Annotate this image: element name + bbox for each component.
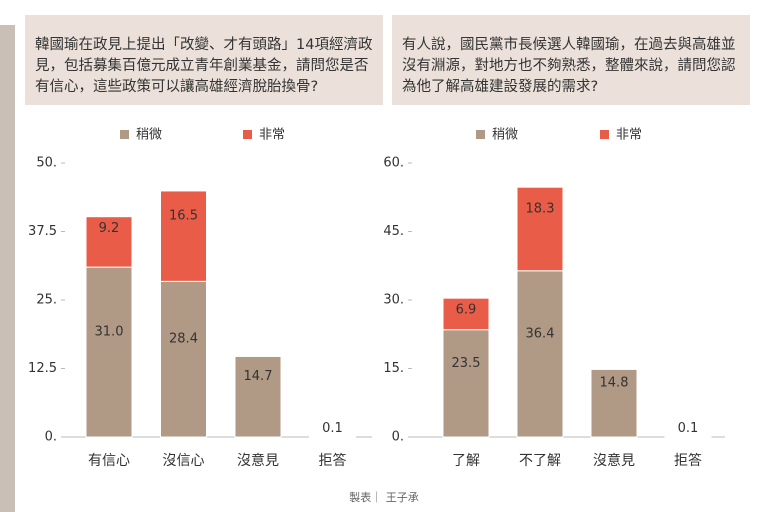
bar-segment — [442, 297, 490, 331]
data-label: 16.5 — [169, 209, 198, 224]
bar-segment — [309, 435, 356, 438]
bar-segment — [516, 270, 564, 438]
x-tick-label: 拒答 — [319, 452, 347, 469]
legend-swatch — [120, 130, 129, 139]
bar-segment — [85, 266, 133, 438]
data-label: 9.2 — [99, 221, 120, 236]
x-tick-label: 有信心 — [88, 453, 130, 469]
data-label: 6.9 — [456, 303, 477, 318]
x-tick-label: 沒意見 — [237, 452, 279, 469]
data-label: 23.5 — [452, 356, 481, 371]
question: 有人說，國民黨市長候選人韓國瑜，在過去與高雄並沒有淵源，對地方也不夠熟悉，整體來… — [392, 15, 750, 105]
bar-segment — [160, 280, 207, 438]
y-tick-label: 0. — [392, 430, 404, 445]
legend-swatch — [243, 130, 252, 139]
y-tick-label: 15. — [383, 361, 404, 376]
data-label: 36.4 — [526, 326, 555, 341]
x-tick-label: 拒答 — [674, 452, 702, 469]
bar-segment — [442, 329, 490, 438]
y-tick-label: 37.5 — [28, 224, 57, 239]
footer: 製表｜ 王子承 — [349, 490, 419, 504]
data-label: 28.4 — [169, 332, 198, 347]
y-tick-label: 45. — [383, 224, 404, 239]
y-tick-label: 12.5 — [28, 361, 57, 376]
legend-label: 稍微 — [492, 128, 518, 143]
x-tick-label: 了解 — [452, 453, 480, 469]
y-tick-label: 50. — [36, 156, 57, 171]
bar-segment — [590, 368, 638, 438]
data-label: 14.7 — [244, 369, 273, 384]
data-label: 18.3 — [526, 201, 555, 216]
y-tick-label: 60. — [383, 156, 404, 171]
bar-segment — [85, 216, 133, 268]
bar-segment — [160, 190, 207, 282]
legend-swatch — [476, 130, 485, 139]
legend-swatch — [600, 130, 609, 139]
x-tick-label: 不了解 — [519, 453, 561, 469]
y-tick-label: 30. — [383, 293, 404, 308]
data-label: 31.0 — [95, 325, 124, 340]
bar-segment — [516, 186, 564, 272]
y-tick-label: 0. — [45, 430, 57, 445]
legend-label: 非常 — [259, 128, 285, 143]
y-tick-label: 25. — [36, 293, 57, 308]
x-tick-label: 沒意見 — [593, 452, 635, 469]
bar-segment — [234, 355, 282, 438]
data-label: 0.1 — [678, 421, 699, 436]
legend-label: 稍微 — [136, 128, 162, 143]
x-tick-label: 沒信心 — [163, 452, 205, 469]
side-strip — [0, 25, 15, 512]
data-label: 0.1 — [322, 421, 343, 436]
legend-label: 非常 — [616, 128, 642, 143]
question: 韓國瑜在政見上提出「改變、才有頭路」14項經濟政見，包括募集百億元成立青年創業基… — [25, 15, 383, 105]
data-label: 14.8 — [600, 376, 629, 391]
